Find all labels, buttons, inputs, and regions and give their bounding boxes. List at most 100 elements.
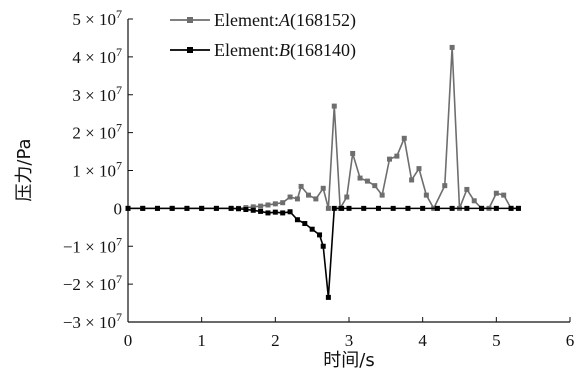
data-point-a — [464, 186, 470, 192]
data-point-a — [416, 166, 422, 172]
y-tick-label-base: 4 × 10 — [72, 48, 116, 67]
y-tick-label-exponent: 7 — [116, 272, 122, 286]
data-point-b — [390, 205, 396, 211]
data-point-b — [140, 205, 146, 211]
y-tick-label-exponent: 7 — [116, 7, 122, 21]
y-tick-label-base: 3 × 10 — [72, 86, 116, 105]
data-point-b — [361, 205, 367, 211]
data-point-b — [280, 210, 286, 216]
data-point-b — [317, 232, 323, 238]
x-tick-label: 4 — [418, 331, 427, 350]
data-point-a — [287, 194, 293, 200]
y-tick-label: 5 × 107 — [72, 7, 122, 29]
data-point-b — [405, 205, 411, 211]
y-tick-label: 4 × 107 — [72, 45, 122, 67]
data-point-b — [243, 207, 249, 213]
x-tick-label: 3 — [345, 331, 354, 350]
series-group — [125, 44, 521, 300]
legend-entry-b: Element:B(168140) — [170, 40, 356, 61]
data-point-b — [272, 209, 278, 215]
data-point-a — [331, 103, 337, 109]
y-tick-label-exponent: 7 — [116, 234, 122, 248]
data-point-b — [449, 205, 455, 211]
data-point-b — [228, 205, 234, 211]
data-point-b — [287, 209, 293, 215]
data-point-a — [294, 196, 300, 202]
data-point-a — [387, 156, 393, 162]
x-tick-label: 6 — [566, 331, 575, 350]
legend-italic-b: B — [279, 40, 290, 60]
data-point-a — [493, 190, 499, 196]
data-point-a — [325, 205, 331, 211]
y-tick-label-base: 1 × 10 — [72, 162, 116, 181]
legend-italic-a: A — [278, 10, 291, 30]
data-point-a — [394, 153, 400, 159]
data-point-b — [250, 207, 256, 213]
data-point-a — [471, 198, 477, 204]
data-point-b — [346, 205, 352, 211]
data-point-b — [493, 205, 499, 211]
y-tick-label-base: −1 × 10 — [63, 237, 116, 256]
legend-marker-a — [187, 17, 193, 23]
data-point-a — [501, 192, 507, 198]
data-point-b — [294, 217, 300, 223]
legend-marker-b — [187, 47, 193, 53]
legend-prefix-a: Element: — [214, 10, 279, 30]
y-tick-label-base: −2 × 10 — [63, 275, 116, 294]
x-ticks: 0 1 2 3 4 5 6 — [124, 317, 575, 350]
y-tick-label: 2 × 107 — [72, 121, 122, 143]
data-point-b — [125, 205, 131, 211]
data-point-b — [184, 205, 190, 211]
data-point-a — [401, 135, 407, 141]
legend-suffix-a: (168152) — [290, 10, 356, 31]
y-tick-label: −3 × 107 — [63, 310, 122, 332]
data-point-b — [199, 205, 205, 211]
x-tick-label: 1 — [197, 331, 206, 350]
y-tick-label: −1 × 107 — [63, 234, 122, 256]
data-point-b — [375, 205, 381, 211]
series-line-a — [128, 46, 519, 210]
y-tick-label: 0 — [114, 199, 123, 218]
data-point-b — [420, 205, 426, 211]
y-tick-label: 1 × 107 — [72, 159, 122, 181]
data-point-a — [379, 192, 385, 198]
y-tick-label-base: −3 × 10 — [63, 313, 116, 332]
data-point-a — [423, 192, 429, 198]
data-point-a — [357, 175, 363, 181]
data-point-b — [309, 226, 315, 232]
axes — [127, 19, 570, 323]
x-tick-label: 0 — [124, 331, 133, 350]
legend-text-b: Element:B(168140) — [214, 40, 356, 61]
data-point-b — [464, 205, 470, 211]
data-point-b — [169, 205, 175, 211]
y-tick-label-base: 5 × 10 — [72, 10, 116, 29]
data-point-b — [479, 205, 485, 211]
data-point-a — [258, 203, 264, 209]
data-point-a — [409, 177, 415, 183]
data-point-b — [515, 205, 521, 211]
data-point-a — [442, 183, 448, 189]
data-point-a — [449, 44, 455, 50]
y-tick-label-exponent: 7 — [116, 45, 122, 59]
data-point-b — [339, 205, 345, 211]
x-axis-label: 时间/s — [323, 350, 374, 371]
y-tick-label-exponent: 7 — [116, 121, 122, 135]
x-tick-label: 2 — [271, 331, 280, 350]
data-point-a — [305, 192, 311, 198]
y-axis-label: 压力/Pa — [14, 138, 35, 201]
legend-suffix-b: (168140) — [290, 40, 356, 61]
legend-text-a: Element:A(168152) — [214, 10, 356, 31]
data-point-b — [236, 206, 241, 212]
data-point-b — [434, 205, 440, 211]
data-point-a — [250, 204, 256, 210]
data-point-b — [213, 205, 219, 211]
legend-prefix-b: Element: — [214, 40, 279, 60]
y-tick-label-base: 0 — [114, 199, 123, 218]
data-point-b — [154, 205, 160, 211]
data-point-a — [280, 200, 286, 206]
data-point-a — [364, 178, 370, 184]
legend: Element:A(168152) Element:B(168140) — [170, 10, 356, 61]
